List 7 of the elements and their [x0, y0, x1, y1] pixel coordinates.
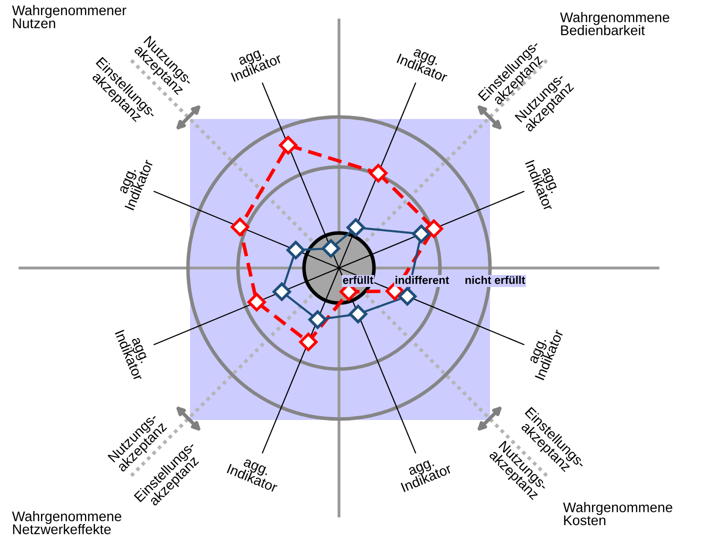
- text: nicht erfüllt: [465, 276, 526, 284]
- text: indifferent: [396, 276, 450, 284]
- text: Wahrgenommene Bedienbarkeit: [560, 12, 670, 36]
- text: Wahrgenommener Nutzen: [12, 5, 126, 28]
- text: Wahrgenommene Netzwerkeffekte: [12, 511, 122, 534]
- text: Wahrgenommene Kosten: [563, 502, 672, 526]
- text: erfüllt: [343, 276, 374, 284]
